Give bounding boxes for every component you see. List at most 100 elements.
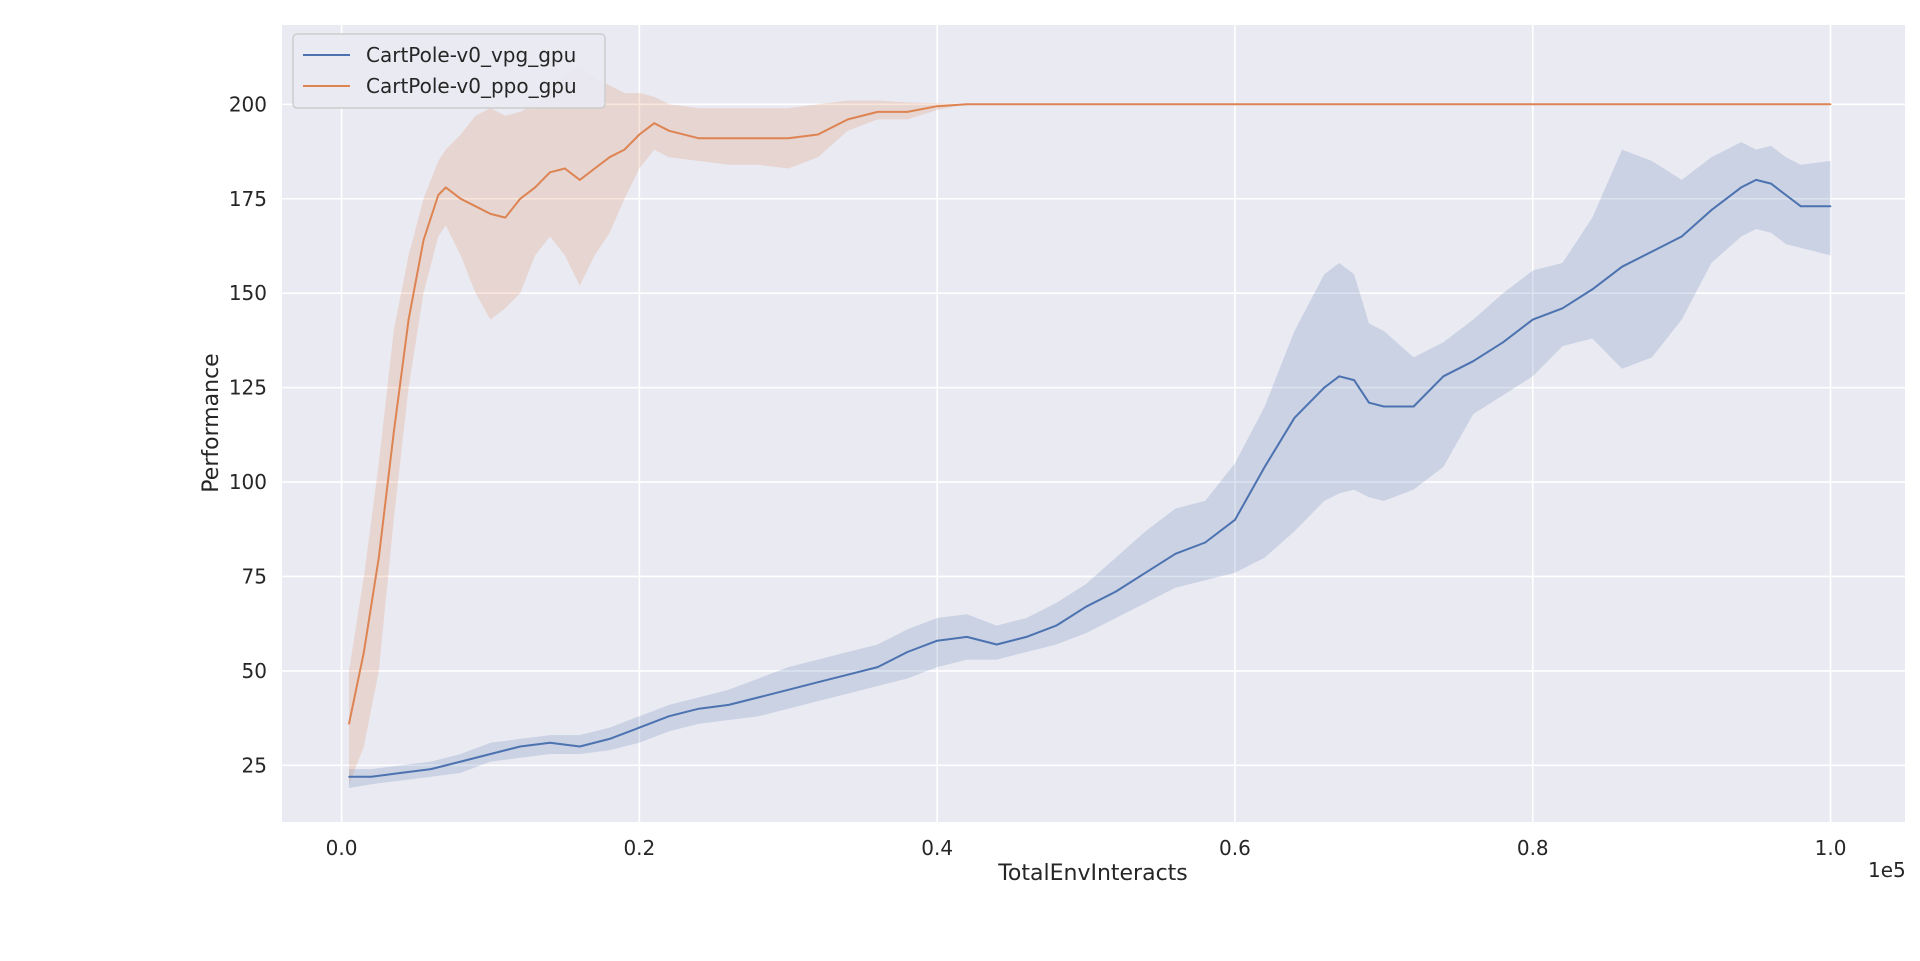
data-point-cartpole-v0-ppo-gpu xyxy=(363,651,365,653)
data-point-cartpole-v0-ppo-gpu xyxy=(966,103,968,106)
data-point-cartpole-v0-ppo-gpu xyxy=(504,216,507,219)
data-point-cartpole-v0-ppo-gpu xyxy=(519,198,521,200)
data-point-cartpole-v0-ppo-gpu xyxy=(422,239,425,242)
data-point-cartpole-v0-vpg-gpu xyxy=(1293,417,1296,419)
x-offset-label: 1e5 xyxy=(1868,858,1906,882)
data-point-cartpole-v0-ppo-gpu xyxy=(608,156,611,158)
data-point-cartpole-v0-ppo-gpu xyxy=(847,118,849,121)
data-point-cartpole-v0-ppo-gpu xyxy=(348,723,350,725)
data-point-cartpole-v0-ppo-gpu xyxy=(936,105,938,107)
legend-label-ppo: CartPole-v0_ppo_gpu xyxy=(366,74,577,98)
x-tick-label: 0.0 xyxy=(326,836,358,860)
data-point-cartpole-v0-ppo-gpu xyxy=(474,205,477,208)
data-point-cartpole-v0-vpg-gpu xyxy=(1323,386,1326,389)
x-tick-label: 1.0 xyxy=(1815,836,1847,860)
data-point-cartpole-v0-vpg-gpu xyxy=(1144,571,1147,574)
data-point-cartpole-v0-vpg-gpu xyxy=(1680,235,1683,238)
data-point-cartpole-v0-vpg-gpu xyxy=(348,775,350,778)
data-point-cartpole-v0-vpg-gpu xyxy=(430,768,432,770)
y-tick-label: 75 xyxy=(242,564,267,588)
data-point-cartpole-v0-ppo-gpu xyxy=(1010,103,1013,106)
data-point-cartpole-v0-vpg-gpu xyxy=(1561,307,1564,310)
data-point-cartpole-v0-vpg-gpu xyxy=(1442,375,1445,378)
data-point-cartpole-v0-ppo-gpu xyxy=(445,186,447,189)
y-tick-label: 175 xyxy=(229,187,267,211)
data-point-cartpole-v0-vpg-gpu xyxy=(1368,401,1370,404)
data-point-cartpole-v0-vpg-gpu xyxy=(1263,466,1266,468)
data-point-cartpole-v0-vpg-gpu xyxy=(1412,405,1415,408)
data-point-cartpole-v0-vpg-gpu xyxy=(1532,318,1534,321)
data-point-cartpole-v0-vpg-gpu xyxy=(727,704,730,706)
data-point-cartpole-v0-vpg-gpu xyxy=(579,745,581,748)
data-point-cartpole-v0-vpg-gpu xyxy=(1115,590,1117,593)
data-point-cartpole-v0-vpg-gpu xyxy=(1829,205,1832,208)
data-point-cartpole-v0-vpg-gpu xyxy=(995,643,998,646)
data-point-cartpole-v0-ppo-gpu xyxy=(392,432,395,434)
data-point-cartpole-v0-vpg-gpu xyxy=(876,666,879,668)
data-point-cartpole-v0-ppo-gpu xyxy=(727,137,730,140)
data-point-cartpole-v0-vpg-gpu xyxy=(1204,541,1206,544)
y-tick-labels: 25 50 75 100 125 150 175 200 xyxy=(229,92,267,777)
data-point-cartpole-v0-vpg-gpu xyxy=(698,707,700,710)
data-point-cartpole-v0-ppo-gpu xyxy=(787,137,790,140)
data-point-cartpole-v0-vpg-gpu xyxy=(400,772,402,774)
legend-label-vpg: CartPole-v0_vpg_gpu xyxy=(366,43,576,67)
y-tick-label: 150 xyxy=(229,281,267,305)
data-point-cartpole-v0-vpg-gpu xyxy=(1710,209,1713,211)
data-point-cartpole-v0-ppo-gpu xyxy=(1680,103,1683,106)
data-point-cartpole-v0-vpg-gpu xyxy=(906,651,909,653)
data-point-cartpole-v0-vpg-gpu xyxy=(966,636,968,638)
x-tick-label: 0.4 xyxy=(921,836,953,860)
data-point-cartpole-v0-vpg-gpu xyxy=(787,689,790,691)
data-point-cartpole-v0-ppo-gpu xyxy=(489,213,492,215)
data-point-cartpole-v0-ppo-gpu xyxy=(549,171,551,174)
data-point-cartpole-v0-ppo-gpu xyxy=(1829,103,1832,106)
legend: CartPole-v0_vpg_gpu CartPole-v0_ppo_gpu xyxy=(292,33,606,109)
x-tick-label: 0.2 xyxy=(623,836,655,860)
x-tick-label: 0.6 xyxy=(1219,836,1251,860)
data-point-cartpole-v0-vpg-gpu xyxy=(936,639,938,642)
data-point-cartpole-v0-vpg-gpu xyxy=(1621,265,1623,268)
data-point-cartpole-v0-vpg-gpu xyxy=(1800,205,1802,208)
data-point-cartpole-v0-vpg-gpu xyxy=(1770,182,1772,185)
data-point-cartpole-v0-vpg-gpu xyxy=(1353,379,1355,381)
plot-background xyxy=(282,25,1905,822)
y-tick-label: 200 xyxy=(229,92,267,116)
data-point-cartpole-v0-vpg-gpu xyxy=(370,775,373,778)
data-point-cartpole-v0-vpg-gpu xyxy=(549,741,551,744)
data-point-cartpole-v0-ppo-gpu xyxy=(653,122,655,124)
data-point-cartpole-v0-ppo-gpu xyxy=(817,133,819,136)
data-point-cartpole-v0-ppo-gpu xyxy=(407,318,410,321)
data-point-cartpole-v0-vpg-gpu xyxy=(847,673,849,676)
data-point-cartpole-v0-vpg-gpu xyxy=(1234,519,1236,521)
data-point-cartpole-v0-ppo-gpu xyxy=(1383,103,1385,106)
y-tick-label: 25 xyxy=(242,753,267,777)
data-point-cartpole-v0-vpg-gpu xyxy=(489,753,492,755)
data-point-cartpole-v0-vpg-gpu xyxy=(817,681,819,683)
data-point-cartpole-v0-vpg-gpu xyxy=(1591,288,1594,291)
x-axis-label: TotalEnvInteracts xyxy=(997,861,1188,886)
data-point-cartpole-v0-ppo-gpu xyxy=(1234,103,1236,106)
data-point-cartpole-v0-ppo-gpu xyxy=(579,179,581,181)
data-point-cartpole-v0-vpg-gpu xyxy=(1785,194,1787,196)
data-point-cartpole-v0-ppo-gpu xyxy=(459,198,462,200)
legend-box xyxy=(292,33,606,109)
x-tick-labels: 0.0 0.2 0.4 0.6 0.8 1.0 xyxy=(326,836,1847,860)
data-point-cartpole-v0-vpg-gpu xyxy=(668,715,670,717)
confidence-bands xyxy=(349,66,1831,789)
data-point-cartpole-v0-ppo-gpu xyxy=(668,130,670,132)
data-point-cartpole-v0-vpg-gpu xyxy=(1338,375,1340,378)
data-point-cartpole-v0-ppo-gpu xyxy=(534,186,536,189)
data-point-cartpole-v0-ppo-gpu xyxy=(593,167,596,170)
data-point-cartpole-v0-ppo-gpu xyxy=(1532,103,1534,106)
data-point-cartpole-v0-vpg-gpu xyxy=(1740,186,1742,189)
data-point-cartpole-v0-vpg-gpu xyxy=(1085,605,1087,608)
y-axis-label: Performance xyxy=(199,353,224,492)
y-tick-label: 100 xyxy=(229,470,267,494)
data-point-cartpole-v0-ppo-gpu xyxy=(378,556,380,559)
data-point-cartpole-v0-ppo-gpu xyxy=(906,111,909,113)
data-point-cartpole-v0-ppo-gpu xyxy=(437,194,440,196)
data-point-cartpole-v0-ppo-gpu xyxy=(757,137,760,140)
data-point-cartpole-v0-ppo-gpu xyxy=(564,167,566,170)
